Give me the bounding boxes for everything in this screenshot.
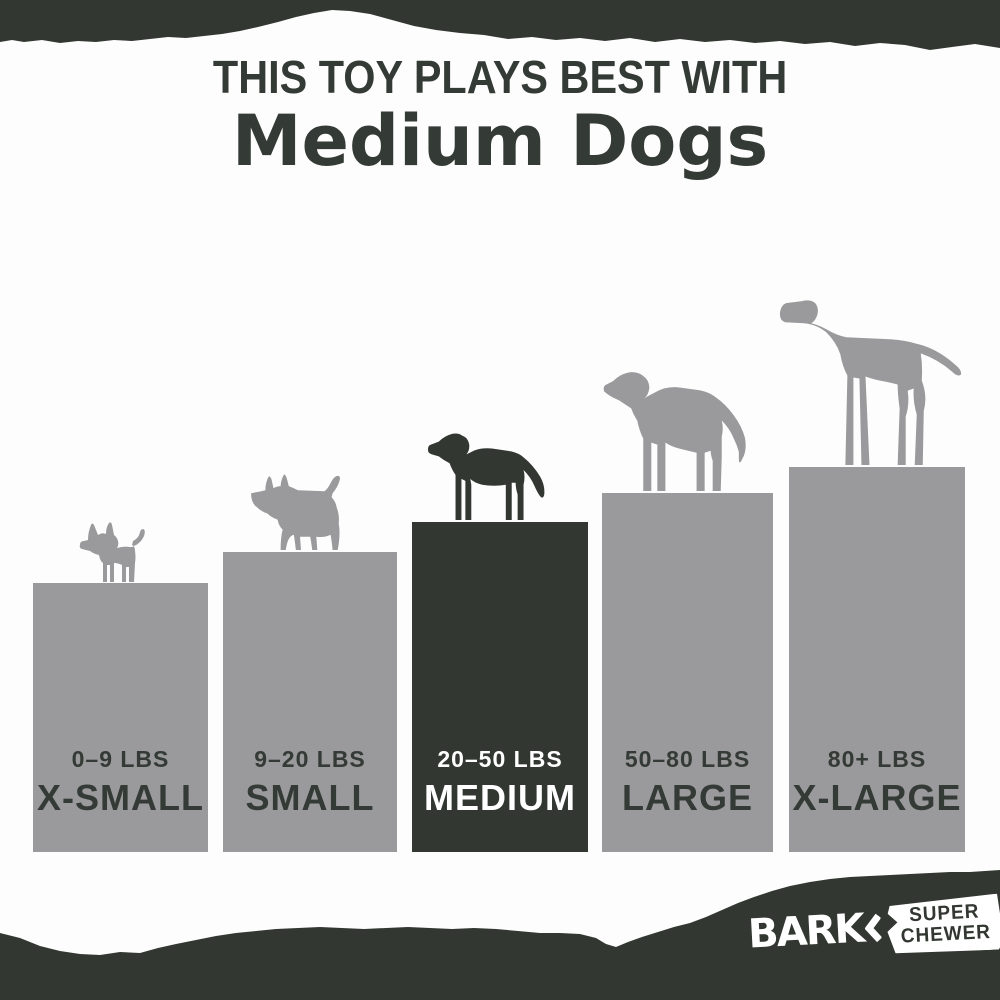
size-name-label: LARGE <box>622 777 753 818</box>
size-bar-xlarge: 80+ LBS X-LARGE <box>789 467 965 852</box>
bar-labels: 80+ LBS X-LARGE <box>789 748 965 816</box>
super-chewer-badge: SUPER CHEWER <box>886 893 1000 955</box>
size-name-label: X-LARGE <box>792 777 962 818</box>
bark-logo-text: BARK <box>746 905 865 958</box>
bar-labels: 50–80 LBS LARGE <box>602 748 773 816</box>
size-name-label: MEDIUM <box>424 777 576 818</box>
brand-logo: BARK SUPER CHEWER <box>747 893 1000 962</box>
size-bar-xsmall: 0–9 LBS X-SMALL <box>33 583 208 852</box>
size-bar-small: 9–20 LBS SMALL <box>223 552 397 852</box>
bark-chevron-icon <box>864 913 883 943</box>
size-bar-medium-highlighted: 20–50 LBS MEDIUM <box>412 522 588 852</box>
scottish-terrier-icon <box>251 474 340 550</box>
super-chewer-line2: CHEWER <box>900 920 992 948</box>
size-bar-large: 50–80 LBS LARGE <box>602 493 773 852</box>
weight-range-label: 9–20 LBS <box>254 746 366 772</box>
torn-paper-edge-bottom <box>0 870 1000 1000</box>
header-kicker: THIS TOY PLAYS BEST WITH <box>212 51 788 103</box>
great-dane-icon <box>779 300 962 465</box>
golden-retriever-icon <box>603 372 746 491</box>
weight-range-label: 20–50 LBS <box>437 746 563 772</box>
size-name-label: X-SMALL <box>37 777 204 818</box>
weight-range-label: 50–80 LBS <box>624 746 751 772</box>
bar-labels: 9–20 LBS SMALL <box>223 748 397 816</box>
chihuahua-icon <box>79 522 145 582</box>
size-name-label: SMALL <box>245 777 375 818</box>
labrador-icon <box>427 433 545 521</box>
bar-labels: 0–9 LBS X-SMALL <box>33 748 208 816</box>
header: THIS TOY PLAYS BEST WITH Medium Dogs <box>0 52 1000 178</box>
bar-labels: 20–50 LBS MEDIUM <box>412 748 588 816</box>
page-title: Medium Dogs <box>231 99 769 182</box>
torn-paper-edge-top <box>0 0 1000 50</box>
weight-range-label: 0–9 LBS <box>71 746 170 772</box>
weight-range-label: 80+ LBS <box>827 746 927 772</box>
